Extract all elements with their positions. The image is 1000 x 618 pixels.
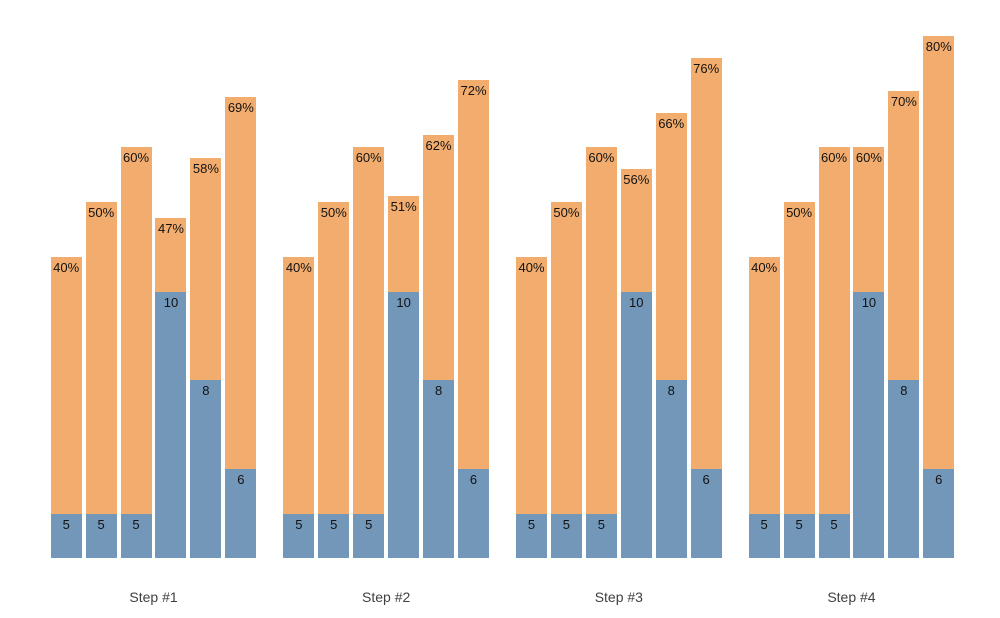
count-bar: 5 [585,513,617,558]
percent-bar: 50% [85,201,117,558]
count-bar: 5 [353,513,385,558]
count-bar-label: 5 [365,516,373,532]
count-bar: 10 [853,291,885,558]
count-bar: 5 [85,513,117,558]
count-bar-label: 5 [527,516,536,532]
percent-bar: 50% [783,201,815,558]
percent-bar-label: 40% [285,259,312,275]
count-bar-label: 5 [562,516,571,532]
percent-bar-label: 72% [460,83,487,99]
percent-bar-label: 60% [355,149,382,165]
percent-bar: 60% [120,146,152,558]
count-bar: 5 [818,513,850,558]
percent-bar-label: 40% [751,259,778,275]
count-bar: 6 [458,469,489,558]
count-bar-label: 5 [295,516,303,532]
count-bar: 8 [190,380,222,558]
count-bar: 10 [620,291,652,558]
percent-bar: 50% [550,201,582,558]
count-bar-label: 8 [434,383,443,399]
percent-bar-label: 40% [53,259,80,275]
percent-bar: 60% [818,146,850,558]
count-bar: 6 [690,469,722,558]
count-bar-label: 6 [237,472,245,488]
percent-bar-label: 50% [786,204,813,220]
percent-bar-label: 50% [320,204,347,220]
percent-bar-label: 60% [820,149,848,165]
percent-bar: 60% [585,146,617,558]
count-bar-label: 8 [900,383,908,399]
percent-bar: 40% [516,256,547,558]
percent-bar-label: 60% [855,149,882,165]
percent-bar-label: 60% [588,149,615,165]
count-bar: 8 [423,380,455,558]
count-bar-label: 10 [629,294,644,310]
count-bar-label: 6 [702,472,710,488]
count-bar: 5 [783,513,815,558]
percent-bar: 40% [748,256,780,558]
count-bar: 5 [516,513,547,558]
count-bar-label: 5 [62,516,70,532]
count-bar: 6 [923,469,955,558]
count-bar-label: 5 [597,516,605,532]
percent-bar-label: 51% [390,199,417,215]
count-bar: 10 [388,291,420,558]
count-bar: 5 [550,513,582,558]
percent-bar-label: 58% [192,160,219,176]
count-bar-label: 5 [830,516,838,532]
percent-bar: 40% [50,256,82,558]
percent-bar-label: 66% [658,116,685,132]
percent-bar-label: 70% [890,94,917,110]
count-bar-label: 6 [469,472,478,488]
count-bar-label: 5 [760,516,768,532]
count-bar: 5 [283,513,315,558]
percent-bar-label: 50% [553,204,580,220]
percent-bar-label: 60% [123,149,150,165]
count-bar: 8 [655,380,687,558]
percent-bar-label: 47% [157,221,184,237]
count-bar: 6 [225,469,257,558]
percent-bar: 60% [353,146,385,558]
count-bar-label: 5 [795,516,803,532]
percent-bar: 40% [283,256,315,558]
count-bar: 5 [748,513,780,558]
group-label: Step #4 [827,589,876,605]
percent-bar-label: 80% [925,39,952,55]
count-bar-label: 5 [97,516,105,532]
count-bar-label: 6 [935,472,943,488]
count-bar-label: 5 [330,516,338,532]
count-bar-label: 8 [667,383,675,399]
count-bar: 5 [50,513,82,558]
count-bar-label: 5 [132,516,140,532]
percent-bar-label: 56% [623,171,650,187]
count-bar: 5 [318,513,350,558]
percent-bar-label: 76% [693,61,720,77]
group-label: Step #3 [594,589,643,605]
percent-bar-label: 50% [88,204,115,220]
count-bar: 8 [888,380,920,558]
count-bar-label: 10 [861,294,877,310]
group-label: Step #1 [129,589,178,605]
count-bar-label: 10 [163,294,179,310]
group-label: Step #2 [362,589,411,605]
percent-bar-label: 62% [425,138,452,154]
count-bar: 10 [155,291,187,558]
count-bar-label: 8 [202,383,210,399]
count-bar-label: 10 [396,294,411,310]
count-bar: 5 [120,513,152,558]
percent-bar-label: 40% [518,259,545,275]
percent-bar-label: 69% [227,99,254,115]
percent-bar: 50% [318,201,350,558]
